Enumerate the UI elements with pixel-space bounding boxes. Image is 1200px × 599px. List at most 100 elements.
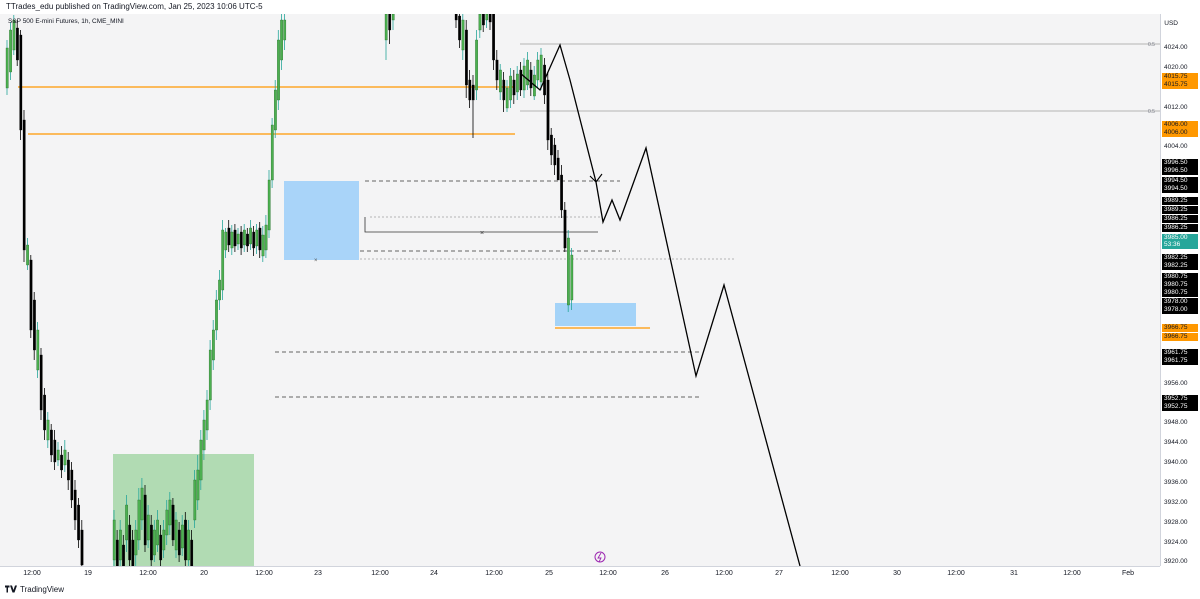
time-label: 12:00 — [831, 570, 849, 577]
price-label: 53:36 — [1162, 241, 1198, 249]
candle-body — [29, 259, 33, 331]
candle-body — [12, 19, 16, 51]
candle-body — [233, 229, 237, 247]
path-arrow — [589, 173, 603, 183]
candle-body — [261, 234, 265, 257]
candle-body — [224, 231, 228, 251]
time-label: 12:00 — [599, 570, 617, 577]
price-tick: 3956.00 — [1164, 380, 1188, 387]
candle-body — [128, 524, 132, 561]
candle-body — [485, 14, 489, 21]
candle-body — [239, 231, 243, 249]
price-label: 4006.00 — [1162, 129, 1198, 137]
publish-header: TTrades_edu published on TradingView.com… — [0, 0, 1200, 14]
candle-body — [509, 75, 512, 101]
candle-body — [5, 47, 9, 89]
time-label: 12:00 — [255, 570, 273, 577]
candle-body — [36, 329, 40, 371]
candle-body — [63, 449, 67, 466]
candle-body — [512, 79, 516, 96]
candle-body — [153, 529, 156, 556]
candle-body — [267, 179, 271, 231]
candle-body — [255, 229, 259, 247]
price-label: 4015.75 — [1162, 81, 1198, 89]
candle-body — [143, 494, 147, 546]
candle-body — [125, 504, 128, 541]
candle-body — [16, 27, 19, 61]
candle-body — [208, 349, 212, 401]
candle-body — [475, 39, 478, 91]
price-tick: 3936.00 — [1164, 479, 1188, 486]
candle-body — [221, 229, 225, 291]
candle-body — [150, 524, 153, 561]
symbol-title[interactable]: S&P 500 E-mini Futures, 1h, CME_MINI — [8, 18, 124, 25]
price-label: 3994.50 — [1162, 185, 1198, 193]
candle-body — [43, 394, 46, 431]
time-label: 30 — [893, 570, 901, 577]
candle-body — [115, 539, 119, 566]
time-label: 20 — [200, 570, 208, 577]
candle-body — [26, 244, 29, 266]
candle-body — [471, 84, 475, 101]
price-label: 3989.25 — [1162, 197, 1198, 205]
candle-body — [205, 399, 209, 431]
candle-body — [258, 227, 262, 251]
candle-body — [465, 29, 468, 86]
price-label: 3994.50 — [1162, 177, 1198, 185]
candle-body — [495, 59, 499, 81]
lightning-icon — [594, 551, 606, 563]
price-label: 4006.00 — [1162, 121, 1198, 129]
candle-body — [478, 14, 482, 31]
candle-body — [461, 19, 465, 51]
candle-body — [243, 229, 246, 246]
candle-body — [193, 479, 197, 521]
candle-body — [482, 14, 485, 26]
candle-body — [502, 79, 506, 101]
candlestick-chart[interactable]: × × 0.5 0.5 — [0, 14, 1160, 566]
chart-pane[interactable]: × × 0.5 0.5 — [0, 14, 1160, 566]
price-tick: 4024.00 — [1164, 44, 1188, 51]
range-mid-marker: × — [480, 230, 484, 237]
candle-body — [519, 69, 523, 91]
time-axis[interactable]: 12:00 19 12:00 20 12:00 23 12:00 24 12:00 25 12:00… — [0, 566, 1160, 580]
candle-body — [230, 231, 234, 249]
candle-body — [384, 14, 388, 41]
price-tick: 3944.00 — [1164, 439, 1188, 446]
candle-body — [227, 227, 231, 246]
target-zone — [555, 303, 636, 326]
price-label: 3961.75 — [1162, 349, 1198, 357]
time-label: 24 — [430, 570, 438, 577]
candle-body — [553, 144, 557, 166]
candle-body — [388, 14, 392, 31]
time-label: 12:00 — [371, 570, 389, 577]
candle-body — [252, 231, 256, 249]
candle-body — [137, 499, 141, 541]
time-label: 25 — [545, 570, 553, 577]
candle-body — [556, 157, 560, 181]
candle-body — [46, 419, 50, 441]
candle-body — [246, 233, 249, 247]
candle-body — [264, 224, 268, 251]
price-tick: 3948.00 — [1164, 419, 1188, 426]
price-tick: 3928.00 — [1164, 519, 1188, 526]
candle-body — [19, 34, 23, 131]
candle-body — [391, 14, 395, 21]
candle-body — [73, 489, 77, 521]
price-label: 3996.50 — [1162, 159, 1198, 167]
candle-body — [9, 29, 12, 73]
price-axis[interactable]: USD 4024.00 4020.00 4012.00 4004.00 3956.00 3… — [1160, 14, 1200, 566]
price-label: 3961.75 — [1162, 357, 1198, 365]
price-label: 3989.25 — [1162, 206, 1198, 214]
time-label: 12:00 — [715, 570, 733, 577]
price-label: 3986.25 — [1162, 224, 1198, 232]
price-tick: 4004.00 — [1164, 143, 1188, 150]
candle-body — [270, 124, 274, 181]
axis-divider — [1160, 14, 1161, 566]
tradingview-logo-icon — [5, 585, 17, 593]
candle-body — [468, 79, 472, 101]
price-label: 3980.75 — [1162, 281, 1198, 289]
time-label: Feb — [1121, 570, 1135, 577]
price-label: 3996.50 — [1162, 167, 1198, 175]
candle-body — [199, 439, 203, 481]
time-label: 12:00 — [485, 570, 503, 577]
